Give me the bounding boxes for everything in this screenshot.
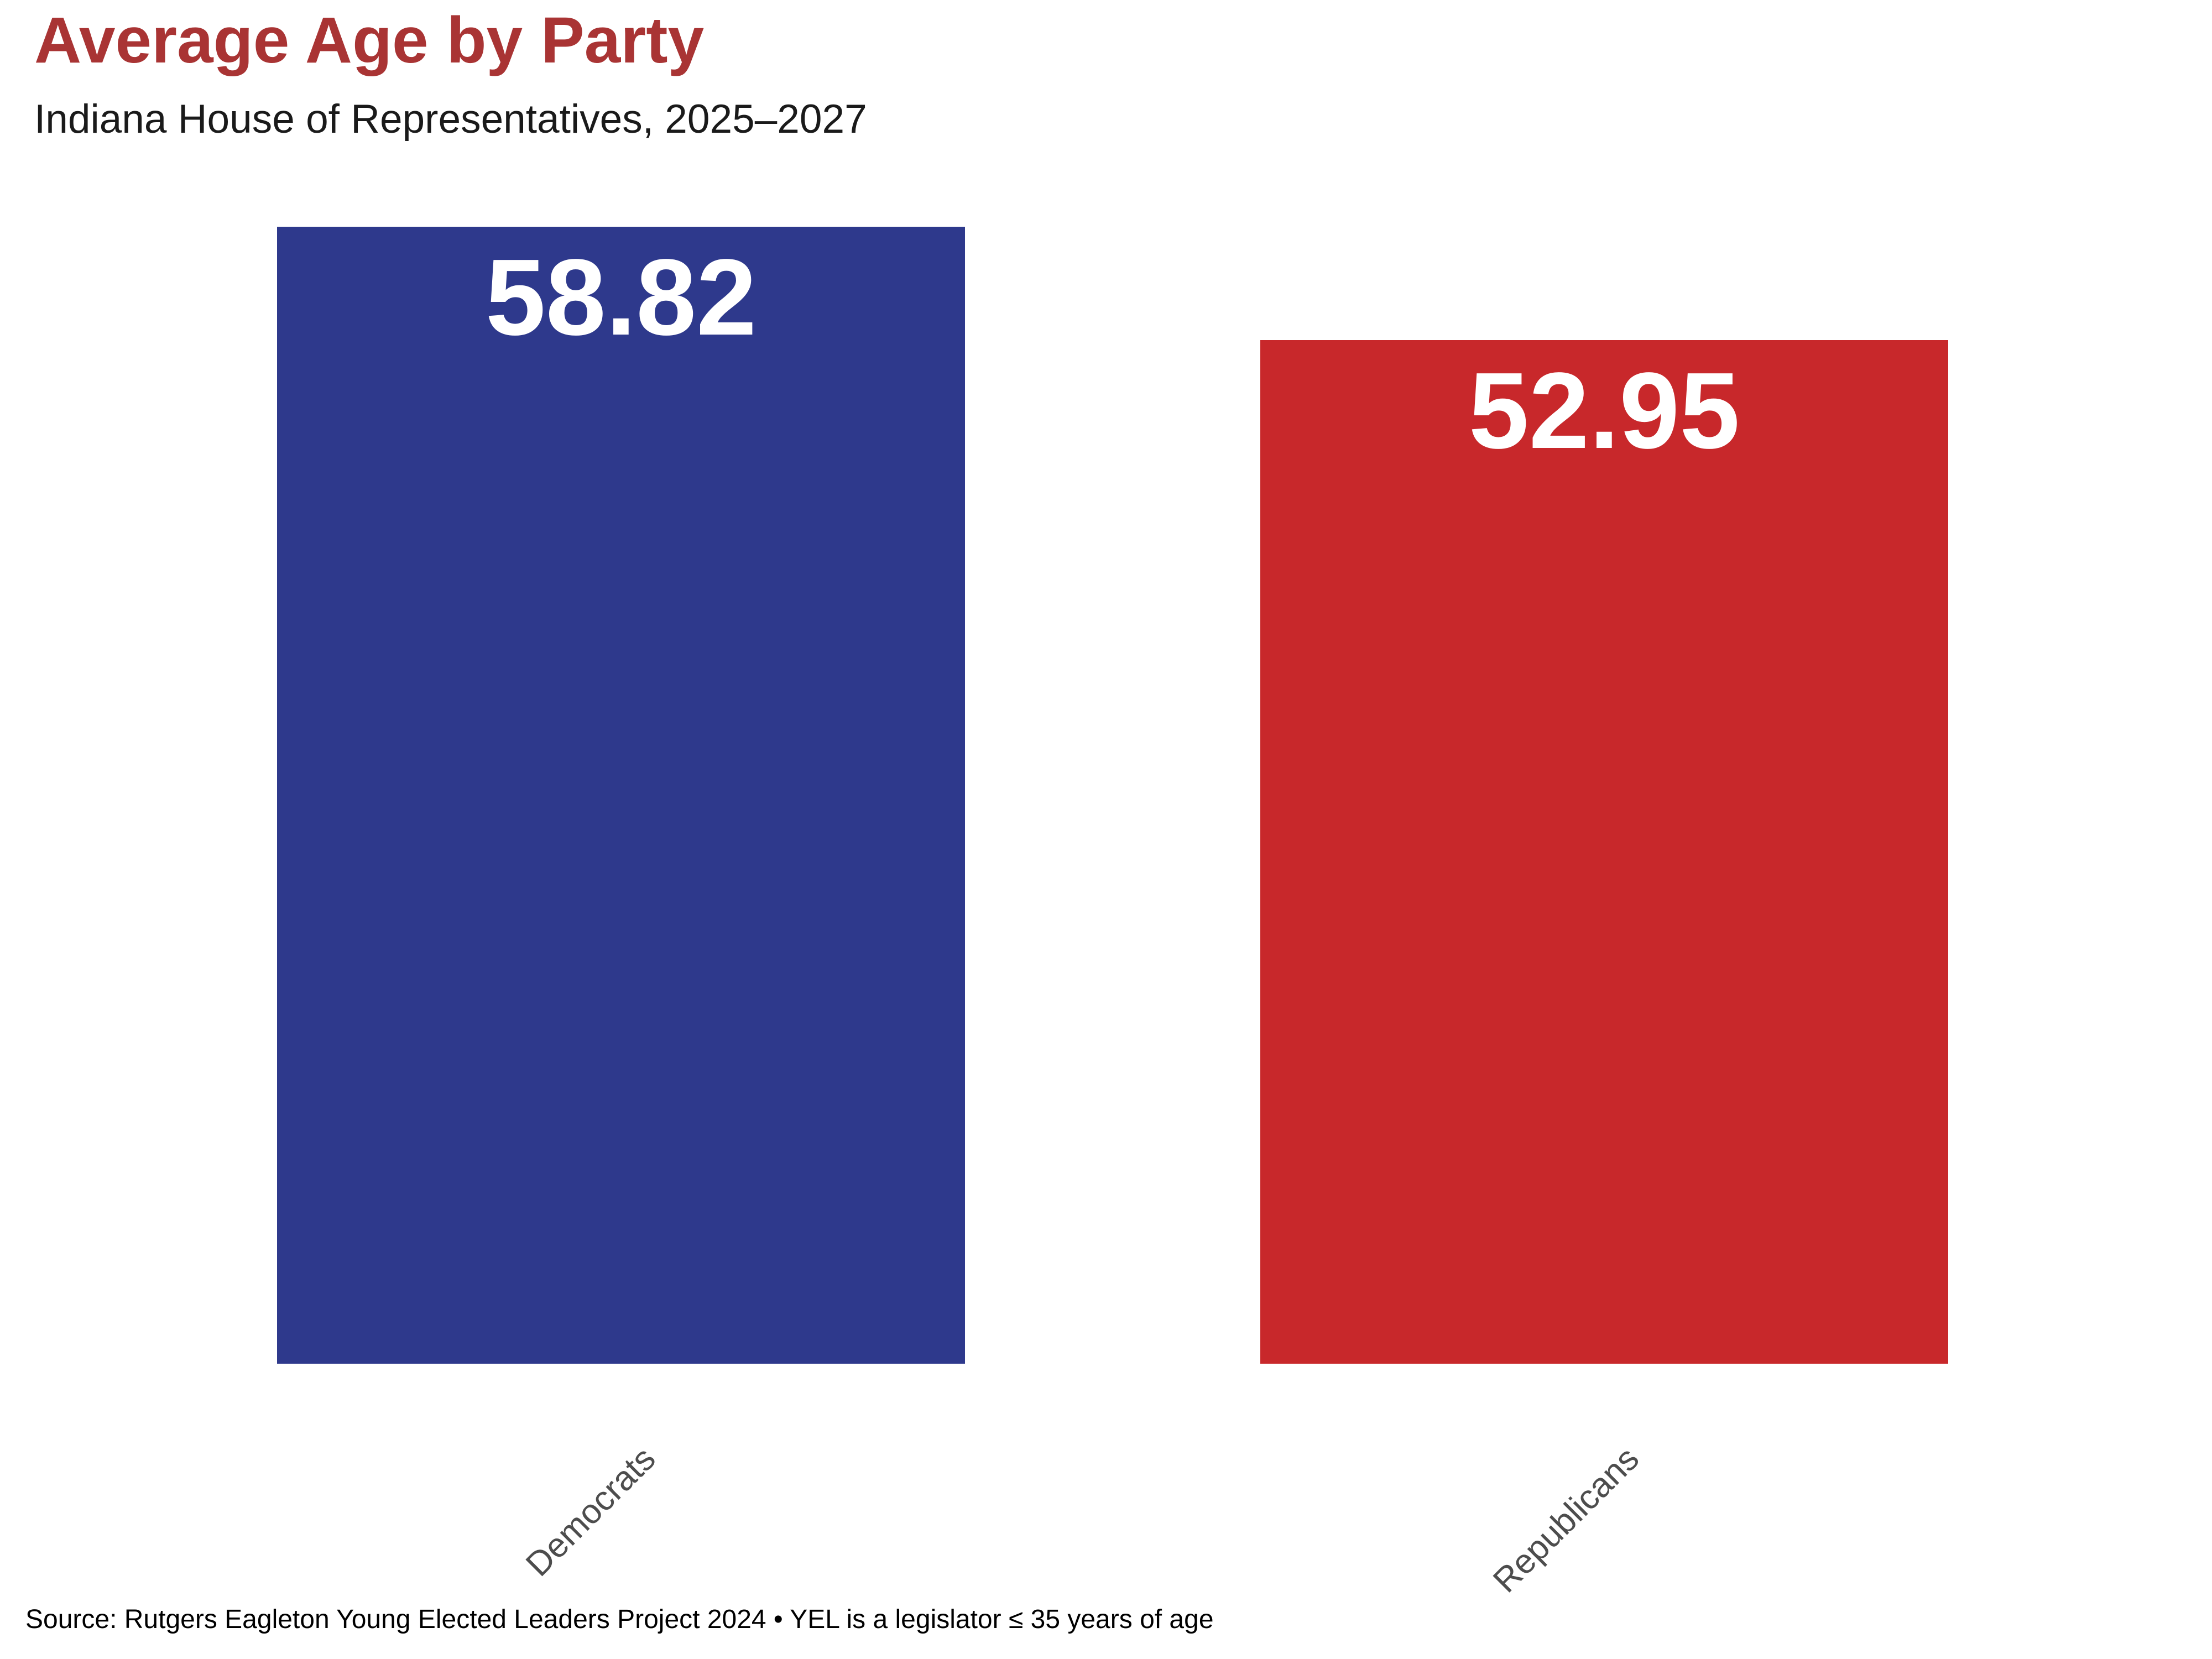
chart-subtitle: Indiana House of Representatives, 2025–2… bbox=[34, 97, 867, 142]
category-label-republicans: Republicans bbox=[1485, 1439, 1646, 1600]
bar-slot-republicans: 52.95 Republicans bbox=[1113, 227, 2096, 1600]
bar-democrats: 58.82 bbox=[276, 227, 966, 1364]
chart-title: Average Age by Party bbox=[34, 4, 705, 77]
bar-republicans: 52.95 bbox=[1260, 340, 1949, 1364]
bar-chart: 58.82 Democrats 52.95 Republicans bbox=[129, 227, 2096, 1600]
value-label-democrats: 58.82 bbox=[485, 237, 757, 358]
bar-slot-democrats: 58.82 Democrats bbox=[129, 227, 1113, 1584]
source-note: Source: Rutgers Eagleton Young Elected L… bbox=[25, 1605, 1214, 1634]
category-label-democrats: Democrats bbox=[519, 1439, 663, 1584]
value-label-republicans: 52.95 bbox=[1468, 350, 1740, 472]
